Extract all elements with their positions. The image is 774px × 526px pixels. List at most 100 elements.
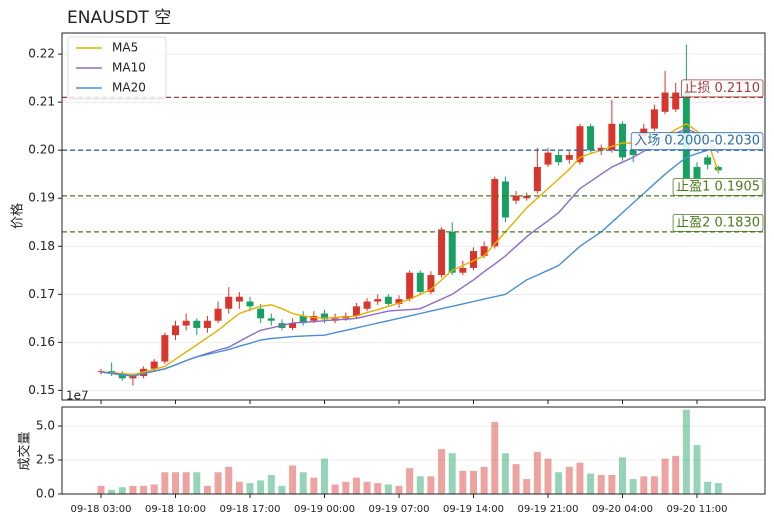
volume-bar bbox=[459, 470, 467, 494]
candle-body bbox=[544, 152, 552, 165]
volume-bar bbox=[321, 458, 328, 494]
candle-body bbox=[565, 155, 573, 160]
volume-bar bbox=[501, 453, 509, 494]
candle-body bbox=[172, 325, 179, 336]
volume-bar bbox=[512, 464, 520, 494]
volume-plot-area bbox=[62, 407, 765, 494]
candle-body bbox=[118, 373, 126, 379]
candle-body bbox=[310, 315, 318, 321]
y-tick-label: 0.22 bbox=[28, 47, 55, 61]
volume-bar bbox=[214, 472, 222, 494]
candle-body bbox=[129, 375, 137, 379]
candle-body bbox=[587, 126, 595, 151]
volume-bar bbox=[384, 484, 392, 494]
level-label-text: 止盈1 0.1905 bbox=[676, 179, 760, 194]
chart-title: ENAUSDT 空 bbox=[67, 8, 171, 28]
candle-body bbox=[459, 267, 467, 273]
volume-axis-label: 成交量 bbox=[17, 431, 33, 470]
volume-bar bbox=[172, 472, 179, 494]
candle-body bbox=[214, 308, 222, 321]
volume-bar bbox=[533, 451, 541, 494]
candle-body bbox=[704, 157, 712, 165]
volume-bar bbox=[597, 474, 605, 494]
level-label: 入场 0.2000-0.2030 bbox=[630, 132, 764, 151]
x-tick-label: 09-20 04:00 bbox=[592, 504, 653, 515]
volume-bar bbox=[257, 480, 265, 494]
candle-body bbox=[406, 272, 414, 300]
volume-bar bbox=[225, 466, 233, 494]
volume-bar bbox=[182, 472, 190, 494]
volume-bar bbox=[427, 476, 435, 494]
candle-body bbox=[225, 296, 233, 309]
volume-bar bbox=[97, 485, 105, 494]
frame bbox=[61, 32, 766, 401]
legend-box bbox=[67, 36, 167, 100]
volume-bar bbox=[278, 485, 286, 494]
x-tick-label: 09-18 10:00 bbox=[145, 504, 206, 515]
volume-bar bbox=[246, 483, 254, 494]
ma-line bbox=[100, 142, 719, 377]
x-tick-label: 09-19 14:00 bbox=[443, 504, 504, 515]
legend-label: MA20 bbox=[112, 81, 146, 95]
volume-bar bbox=[576, 462, 584, 494]
volume-bar bbox=[714, 483, 722, 494]
volume-bar bbox=[406, 468, 414, 494]
candle-body bbox=[555, 155, 563, 163]
candle-body bbox=[619, 123, 626, 158]
y-tick-label: 0.21 bbox=[28, 95, 55, 109]
level-label-box bbox=[630, 132, 764, 151]
y-tick-label: 0.17 bbox=[28, 287, 55, 301]
candle-body bbox=[267, 318, 275, 321]
volume-bar bbox=[374, 483, 382, 494]
x-tick-label: 09-18 03:00 bbox=[70, 504, 131, 515]
x-tick-label: 09-20 11:00 bbox=[666, 504, 727, 515]
candle-body bbox=[193, 320, 201, 328]
volume-bar bbox=[150, 484, 158, 494]
volume-bar bbox=[235, 481, 243, 494]
volume-bar bbox=[704, 481, 712, 494]
level-label-box bbox=[680, 79, 764, 98]
level-label: 止盈2 0.1830 bbox=[672, 213, 764, 232]
volume-bar bbox=[299, 472, 307, 494]
volume-bar bbox=[682, 409, 690, 494]
volume-bar bbox=[310, 477, 318, 494]
level-label-text: 止盈2 0.1830 bbox=[676, 215, 760, 230]
candle-body bbox=[512, 195, 520, 201]
y-tick-label: 0.15 bbox=[28, 383, 55, 397]
level-label: 止损 0.2110 bbox=[680, 79, 764, 98]
level-label-box bbox=[672, 213, 764, 232]
candle-body bbox=[533, 167, 541, 192]
candle-body bbox=[608, 123, 616, 151]
candle-body bbox=[597, 147, 605, 151]
y-tick-label: 0.0 bbox=[36, 487, 55, 501]
volume-bar bbox=[523, 479, 531, 494]
volume-bar bbox=[629, 479, 637, 494]
candle-body bbox=[672, 92, 680, 110]
candle-body bbox=[203, 320, 211, 328]
volume-bar bbox=[342, 481, 350, 494]
y-axis-label: 价格 bbox=[10, 203, 26, 229]
candle-body bbox=[438, 229, 446, 276]
candle-body bbox=[491, 179, 499, 247]
candle-body bbox=[640, 128, 648, 136]
volume-bar bbox=[661, 458, 669, 494]
candle-body bbox=[576, 126, 584, 163]
volume-bar bbox=[587, 473, 595, 494]
volume-bar bbox=[650, 476, 658, 494]
volume-bar bbox=[108, 489, 116, 494]
volume-bar bbox=[640, 476, 648, 494]
y-tick-label: 0.19 bbox=[28, 191, 55, 205]
volume-bar bbox=[352, 477, 360, 494]
volume-bar bbox=[331, 484, 339, 494]
volume-bar bbox=[129, 485, 137, 494]
candle-body bbox=[501, 181, 509, 218]
y-tick-label: 2.5 bbox=[36, 453, 55, 467]
y-tick-label: 5.0 bbox=[36, 419, 55, 433]
volume-bar bbox=[480, 466, 488, 494]
volume-bar bbox=[693, 445, 701, 494]
candle-body bbox=[363, 301, 371, 309]
volume-bar bbox=[491, 421, 499, 494]
volume-bar bbox=[555, 472, 563, 494]
level-label-text: 入场 0.2000-0.2030 bbox=[634, 134, 760, 149]
